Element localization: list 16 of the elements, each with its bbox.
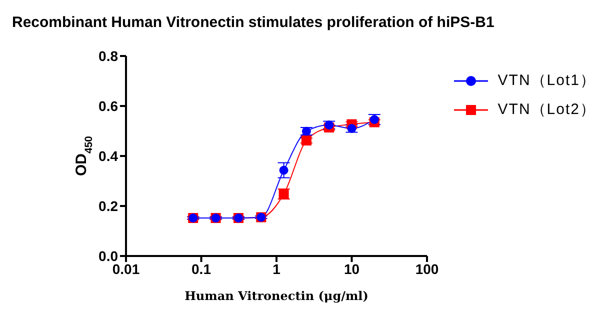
y-tick-label: 0.6 <box>98 98 118 114</box>
x-tick-label: 100 <box>415 260 439 277</box>
x-tick-label: 10 <box>344 260 360 277</box>
legend-label: VTN（Lot1） <box>498 71 596 90</box>
chart-title: Recombinant Human Vitronectin stimulates proliferation of hiPS-B1 <box>12 14 494 31</box>
x-tick-label: 0.1 <box>192 260 212 277</box>
point <box>302 126 311 136</box>
y-tick-label: 0.8 <box>98 48 118 64</box>
x-axis-title: Human Vitronectin (μg/ml) <box>184 289 368 303</box>
point <box>347 124 356 133</box>
y-tick-label: 0.4 <box>98 148 118 164</box>
legend-label: VTN（Lot2） <box>498 100 596 119</box>
y-tick-label: 0.2 <box>98 198 118 214</box>
x-tick-label: 1 <box>272 260 281 277</box>
point <box>279 166 288 175</box>
point <box>301 136 312 146</box>
